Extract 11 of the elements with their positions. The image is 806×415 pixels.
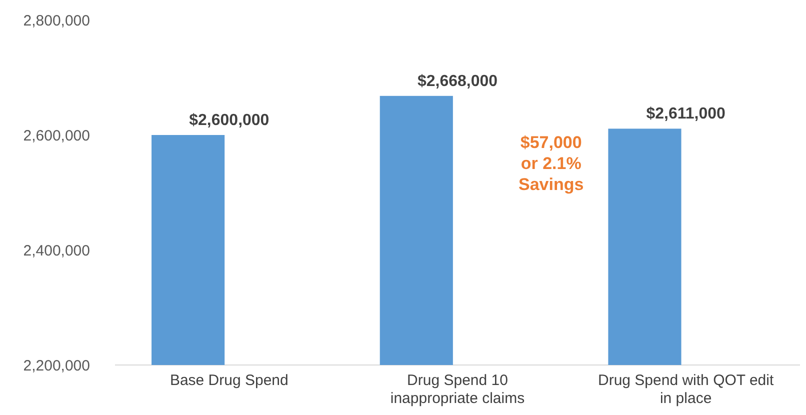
y-tick-label: 2,800,000	[23, 12, 90, 30]
data-label: $2,611,000	[646, 106, 726, 123]
y-tick-label: 2,400,000	[23, 242, 90, 260]
annotation: $57,000 or 2.1% Savings	[518, 133, 584, 194]
x-tick-label: Base Drug Spend	[170, 372, 288, 389]
data-label: $2,668,000	[417, 72, 498, 90]
x-tick-label: Drug Spend with QOT edit in place	[598, 372, 774, 407]
y-tick-label: 2,600,000	[23, 127, 90, 144]
y-tick-label: 2,200,000	[23, 357, 90, 374]
data-label: $2,600,000	[189, 112, 270, 129]
x-tick-label: Drug Spend 10 inappropriate claims	[390, 372, 525, 407]
